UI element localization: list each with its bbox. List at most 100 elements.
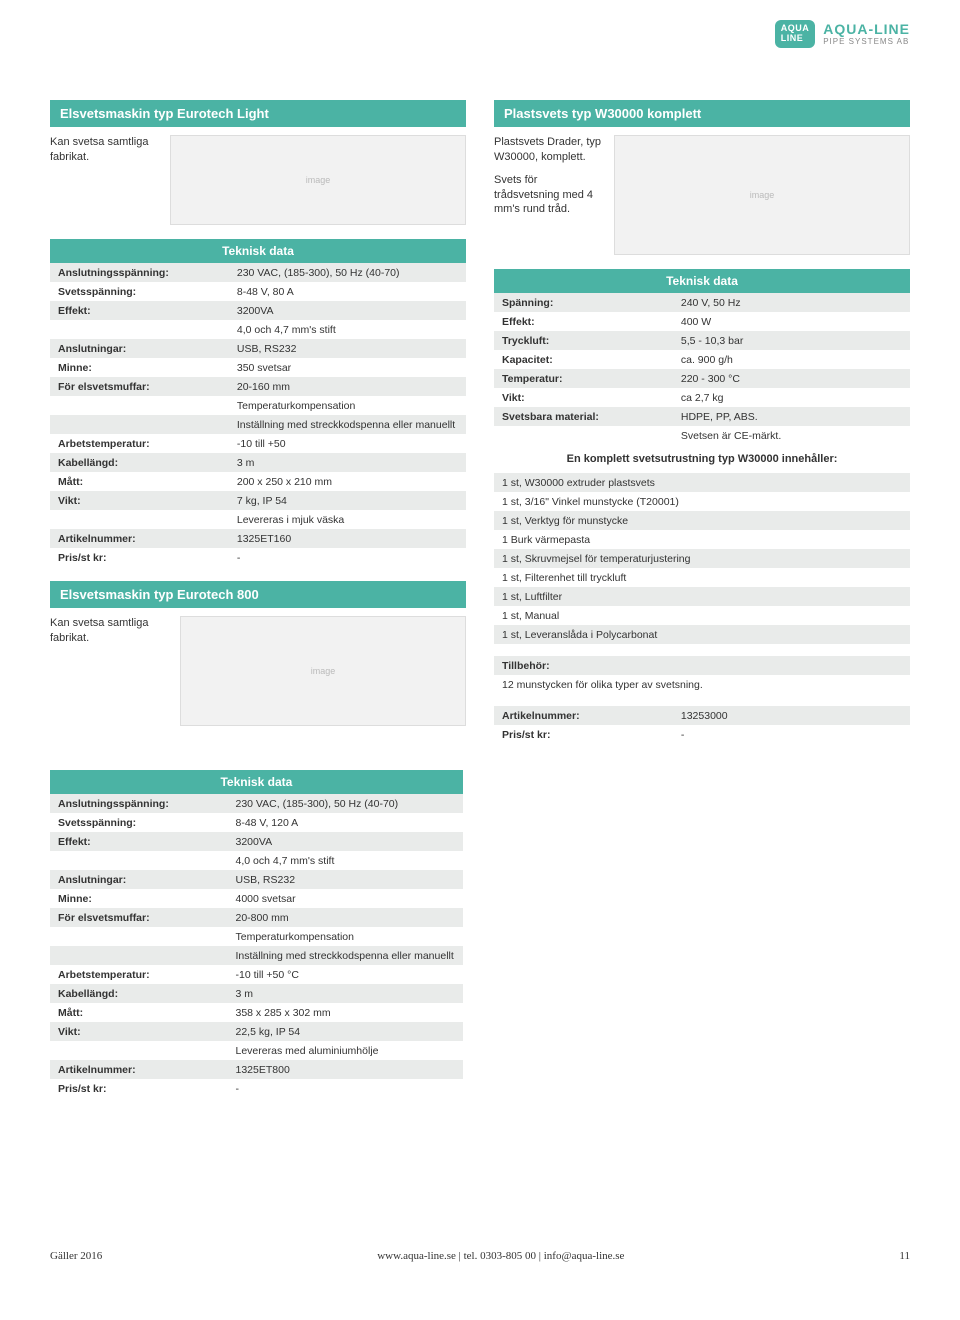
intro-text-eurotech-800: Kan svetsa samtliga fabrikat. [50,616,160,646]
brand-sub: PIPE SYSTEMS AB [823,37,910,46]
spec-val: Svetsen är CE-märkt. [673,426,910,445]
spec-key: Anslutningsspänning: [50,263,229,282]
intro-text-eurotech-light: Kan svetsa samtliga fabrikat. [50,135,160,165]
tillbehor-block: Tillbehör: [494,656,910,675]
section-title-eurotech-800: Elsvetsmaskin typ Eurotech 800 [50,581,466,608]
intro2: Svets för trådsvetsning med 4 mm's rund … [494,173,604,218]
spec-val: 4000 svetsar [228,889,463,908]
kit-list: 1 st, W30000 extruder plastsvets1 st, 3/… [494,473,910,644]
spec-val: 230 VAC, (185-300), 50 Hz (40-70) [229,263,466,282]
spec-key: Svetsspänning: [50,813,228,832]
spec-key: Spänning: [494,293,673,312]
spec-val: 20-160 mm [229,377,466,396]
logo-badge: AQUA LINE [775,20,816,48]
brand-name: AQUA-LINE [823,21,910,37]
kit-item: 1 Burk värmepasta [494,530,910,549]
spec-key [50,510,229,529]
kit-item: 1 st, 3/16" Vinkel munstycke (T20001) [494,492,910,511]
spec-val: 400 W [673,312,910,331]
spec-key: Artikelnummer: [50,1060,228,1079]
spec-key: Anslutningar: [50,339,229,358]
footer-center: www.aqua-line.se | tel. 0303-805 00 | in… [377,1250,624,1262]
order-table-w30000: Artikelnummer:13253000Pris/st kr:- [494,706,910,744]
teknisk-data-label-800: Teknisk data [50,770,463,794]
spec-val: -10 till +50 °C [228,965,463,984]
spec-val: - [228,1079,463,1098]
spec-val: 7 kg, IP 54 [229,491,466,510]
spec-val: 3200VA [228,832,463,851]
spec-key [50,320,229,339]
spec-val: Temperaturkompensation [229,396,466,415]
spec-key: Minne: [50,358,229,377]
spec-val: - [673,725,910,744]
spec-val: USB, RS232 [229,339,466,358]
spec-val: ca. 900 g/h [673,350,910,369]
teknisk-data-label: Teknisk data [50,239,466,263]
spec-val: 220 - 300 °C [673,369,910,388]
spec-key: Artikelnummer: [50,529,229,548]
spec-key: Effekt: [50,301,229,320]
spec-val: HDPE, PP, ABS. [673,407,910,426]
section-title-eurotech-light: Elsvetsmaskin typ Eurotech Light [50,100,466,127]
spec-key: Svetsspänning: [50,282,229,301]
spec-val: 200 x 250 x 210 mm [229,472,466,491]
kit-item: 1 st, W30000 extruder plastsvets [494,473,910,492]
spec-key: Artikelnummer: [494,706,673,725]
teknisk-data-label-right: Teknisk data [494,269,910,293]
spec-key [50,946,228,965]
product-image-eurotech-800: image [180,616,466,726]
kit-item: 1 st, Leveranslåda i Polycarbonat [494,625,910,644]
brand-logo: AQUA LINE AQUA-LINE PIPE SYSTEMS AB [775,20,910,48]
spec-val: 13253000 [673,706,910,725]
spec-key: Tryckluft: [494,331,673,350]
spec-key: Anslutningar: [50,870,228,889]
tillbehor-label: Tillbehör: [494,656,673,675]
tillbehor-line: 12 munstycken för olika typer av svetsni… [494,675,910,694]
spec-key: Anslutningsspänning: [50,794,228,813]
spec-val: Inställning med streckkodspenna eller ma… [228,946,463,965]
spec-key: Kabellängd: [50,453,229,472]
tillbehor-text: 12 munstycken för olika typer av svetsni… [494,675,910,694]
spec-val: 8-48 V, 120 A [228,813,463,832]
spec-key: Mått: [50,472,229,491]
spec-val: 1325ET160 [229,529,466,548]
intro-text-w30000: Plastsvets Drader, typ W30000, komplett.… [494,135,604,217]
spec-val: 350 svetsar [229,358,466,377]
kit-item: 1 st, Skruvmejsel för temperaturjusterin… [494,549,910,568]
kit-item: 1 st, Verktyg för munstycke [494,511,910,530]
spec-key: Vikt: [50,1022,228,1041]
spec-val: 4,0 och 4,7 mm's stift [228,851,463,870]
product-image-eurotech-light: image [170,135,466,225]
spec-val: Temperaturkompensation [228,927,463,946]
page-footer: Gäller 2016 www.aqua-line.se | tel. 0303… [50,1250,910,1262]
spec-val: 358 x 285 x 302 mm [228,1003,463,1022]
spec-val: 3200VA [229,301,466,320]
spec-key: Vikt: [494,388,673,407]
kit-item: 1 st, Luftfilter [494,587,910,606]
spec-key: Arbetstemperatur: [50,434,229,453]
kit-heading: En komplett svetsutrustning typ W30000 i… [494,445,910,473]
spec-val: 240 V, 50 Hz [673,293,910,312]
spec-val: 5,5 - 10,3 bar [673,331,910,350]
spec-key: Pris/st kr: [50,1079,228,1098]
spec-key: Kabellängd: [50,984,228,1003]
spec-key [494,426,673,445]
spec-key: Vikt: [50,491,229,510]
spec-val: Inställning med streckkodspenna eller ma… [229,415,466,434]
spec-table-w30000: Spänning:240 V, 50 HzEffekt:400 WTrycklu… [494,293,910,445]
spec-table-eurotech-800: Anslutningsspänning:230 VAC, (185-300), … [50,794,463,1098]
spec-key: För elsvetsmuffar: [50,377,229,396]
spec-val: Levereras i mjuk väska [229,510,466,529]
spec-key: Arbetstemperatur: [50,965,228,984]
kit-item: 1 st, Filterenhet till tryckluft [494,568,910,587]
spec-val: 22,5 kg, IP 54 [228,1022,463,1041]
spec-val: Levereras med aluminiumhölje [228,1041,463,1060]
intro1: Plastsvets Drader, typ W30000, komplett. [494,135,604,165]
spec-val: ca 2,7 kg [673,388,910,407]
spec-key: Minne: [50,889,228,908]
spec-val: USB, RS232 [228,870,463,889]
spec-key: För elsvetsmuffar: [50,908,228,927]
spec-val: -10 till +50 [229,434,466,453]
spec-key [50,415,229,434]
spec-key: Svetsbara material: [494,407,673,426]
